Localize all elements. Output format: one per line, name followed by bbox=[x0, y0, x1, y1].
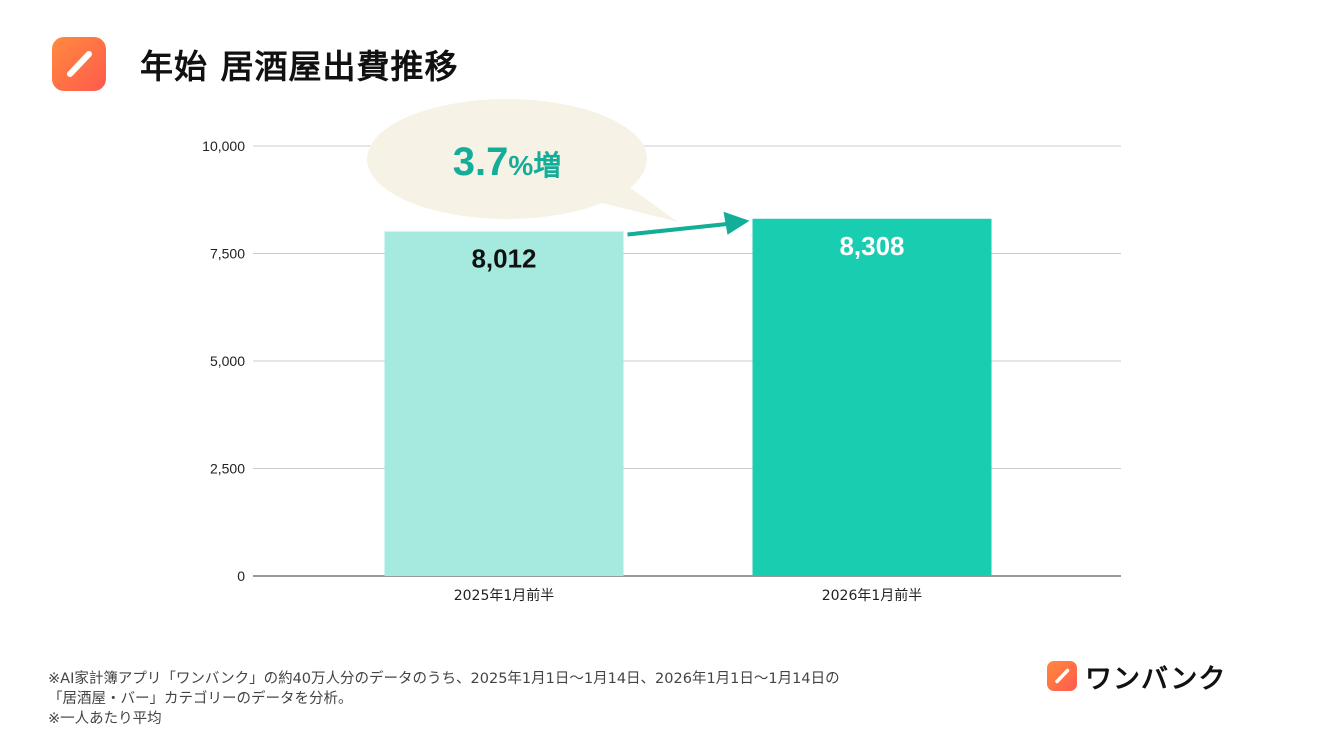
y-tick-label: 0 bbox=[237, 568, 245, 584]
data-label: 8,012 bbox=[471, 243, 536, 273]
y-tick-label: 5,000 bbox=[210, 353, 245, 369]
brand-logo: ワンバンク bbox=[1047, 660, 1226, 695]
callout-bubble bbox=[367, 99, 647, 219]
footnotes: ※AI家計簿アプリ「ワンバンク」の約40万人分のデータのうち、2025年1月1日… bbox=[48, 669, 840, 729]
growth-annotation: 3.7%増 bbox=[453, 140, 562, 184]
x-tick-label: 2026年1月前半 bbox=[822, 587, 923, 604]
bar bbox=[752, 218, 992, 577]
brand-name: ワンバンク bbox=[1085, 663, 1227, 695]
app-logo-icon bbox=[52, 37, 106, 91]
page-title: 年始 居酒屋出費推移 bbox=[140, 47, 459, 86]
pencil-slash-icon bbox=[67, 51, 92, 77]
bar bbox=[384, 231, 624, 576]
footnote-line: ※一人あたり平均 bbox=[48, 711, 162, 727]
y-tick-label: 7,500 bbox=[210, 246, 245, 262]
x-tick-label: 2025年1月前半 bbox=[454, 587, 555, 604]
change-arrow bbox=[627, 221, 730, 237]
data-label: 8,308 bbox=[839, 231, 904, 261]
y-tick-label: 2,500 bbox=[210, 461, 245, 477]
arrow-head bbox=[723, 211, 750, 235]
footnote-line: 「居酒屋・バー」カテゴリーのデータを分析。 bbox=[48, 691, 353, 707]
footnote-line: ※AI家計簿アプリ「ワンバンク」の約40万人分のデータのうち、2025年1月1日… bbox=[48, 671, 840, 687]
pencil-slash-icon bbox=[1055, 668, 1070, 684]
brand-icon bbox=[1047, 661, 1077, 691]
y-tick-label: 10,000 bbox=[202, 138, 245, 154]
